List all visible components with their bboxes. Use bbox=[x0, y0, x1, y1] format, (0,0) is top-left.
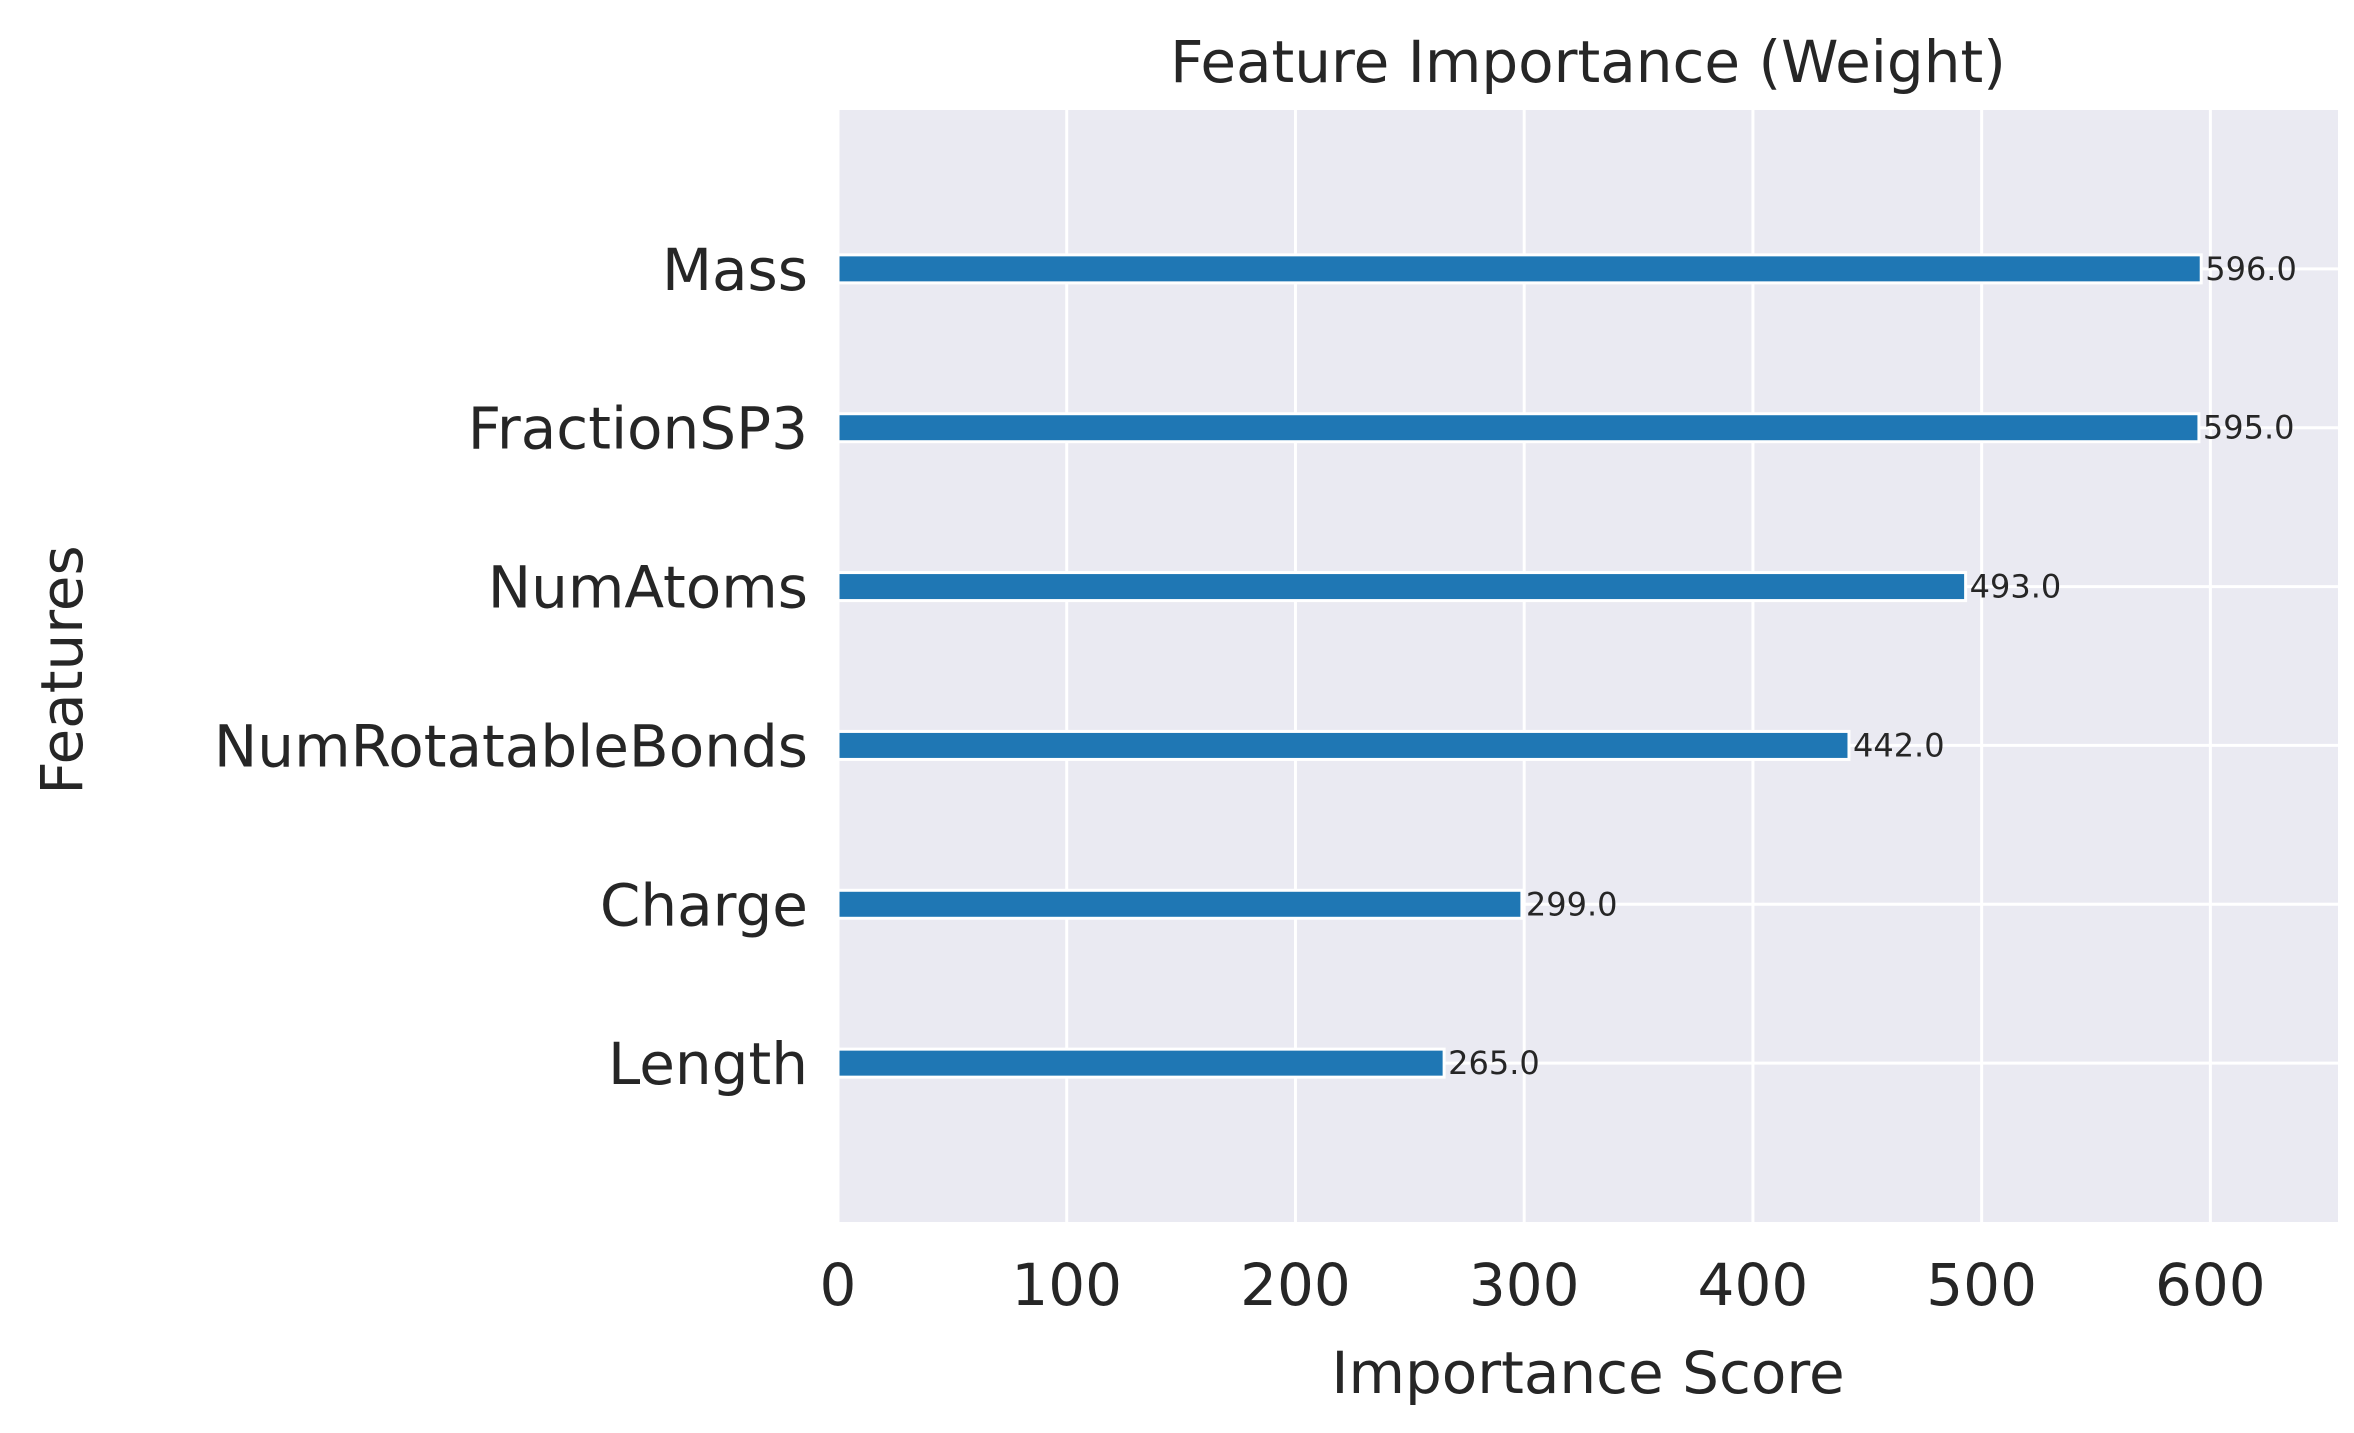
y-tick-label-Length: Length bbox=[608, 1030, 808, 1098]
y-tick-label-NumAtoms: NumAtoms bbox=[488, 554, 808, 622]
y-tick-label-Mass: Mass bbox=[662, 236, 808, 304]
bar-Mass bbox=[836, 253, 2203, 285]
x-tick-label: 300 bbox=[1469, 1251, 1580, 1319]
bar-NumAtoms bbox=[836, 571, 1968, 603]
plot-background bbox=[838, 110, 2338, 1222]
x-axis-label: Importance Score bbox=[1331, 1339, 1844, 1407]
bar-NumRotatableBonds bbox=[836, 729, 1851, 761]
chart-title: Feature Importance (Weight) bbox=[1170, 28, 2006, 96]
data-label-NumAtoms: 493.0 bbox=[1970, 568, 2062, 606]
y-tick-labels: Length Charge NumRotatableBonds NumAtoms Fra… bbox=[214, 236, 808, 1098]
y-axis-label: Features bbox=[28, 545, 96, 794]
bar-Charge bbox=[836, 888, 1524, 920]
bar-Length bbox=[836, 1047, 1446, 1079]
data-label-Charge: 299.0 bbox=[1526, 885, 1618, 923]
bars bbox=[836, 253, 2203, 1079]
x-tick-labels: 0 100 200 300 400 500 600 bbox=[820, 1251, 2266, 1319]
x-tick-label: 200 bbox=[1240, 1251, 1351, 1319]
y-tick-label-FractionSP3: FractionSP3 bbox=[468, 395, 808, 463]
x-tick-label: 0 bbox=[820, 1251, 857, 1319]
data-label-Mass: 596.0 bbox=[2205, 250, 2297, 288]
data-label-FractionSP3: 595.0 bbox=[2203, 409, 2295, 447]
x-tick-label: 600 bbox=[2155, 1251, 2266, 1319]
x-tick-label: 100 bbox=[1011, 1251, 1122, 1319]
y-tick-label-Charge: Charge bbox=[600, 871, 808, 939]
data-labels: 265.0 299.0 442.0 493.0 595.0 596.0 bbox=[1448, 250, 2297, 1082]
data-label-Length: 265.0 bbox=[1448, 1044, 1540, 1082]
x-tick-label: 500 bbox=[1926, 1251, 2037, 1319]
y-tick-label-NumRotatableBonds: NumRotatableBonds bbox=[214, 712, 808, 780]
bar-FractionSP3 bbox=[836, 412, 2201, 444]
x-tick-label: 400 bbox=[1698, 1251, 1809, 1319]
data-label-NumRotatableBonds: 442.0 bbox=[1853, 726, 1945, 764]
